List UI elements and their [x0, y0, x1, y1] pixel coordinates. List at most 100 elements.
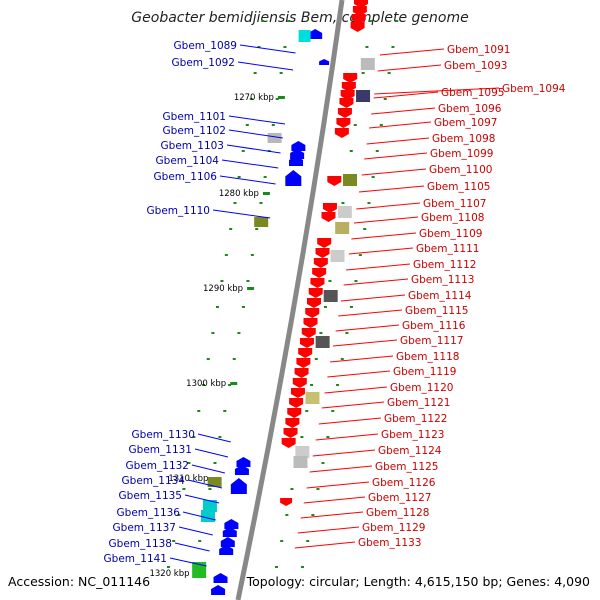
- leader-line: [340, 294, 406, 302]
- ring-dot: [172, 540, 176, 542]
- ring-dot: [319, 332, 323, 334]
- leader-line: [335, 324, 400, 332]
- ring-dot: [305, 410, 309, 412]
- ring-dot: [274, 566, 278, 568]
- gene-box: [335, 222, 350, 234]
- ring-dot: [229, 228, 233, 230]
- gene-label-right: Gbem_1117: [400, 335, 463, 347]
- reverse-gene-arrow: [351, 14, 366, 24]
- ring-dot: [316, 488, 320, 490]
- label-leaders: [169, 44, 500, 567]
- scale-tick-label: 1280 kbp: [219, 189, 259, 199]
- leader-line: [221, 159, 279, 169]
- ring-dot: [213, 462, 217, 464]
- forward-gene-arrow: [213, 573, 228, 583]
- leader-line: [219, 175, 276, 185]
- ring-dot: [310, 384, 314, 386]
- reverse-gene-arrow: [317, 238, 332, 248]
- ring-dot: [375, 150, 379, 152]
- ring-dot: [365, 46, 369, 48]
- reverse-gene-arrow: [281, 438, 296, 448]
- reverse-gene-arrow: [341, 82, 356, 92]
- gene-label-left: Gbem_1104: [156, 155, 220, 167]
- ring-dot: [215, 306, 219, 308]
- ring-dot: [300, 566, 304, 568]
- leader-line: [327, 370, 391, 378]
- leader-line: [374, 87, 500, 95]
- ring-dot: [220, 280, 224, 282]
- reverse-gene-arrow: [305, 308, 320, 318]
- ring-dot: [290, 488, 294, 490]
- reverse-gene-arrow: [299, 338, 314, 348]
- ring-dot: [237, 176, 241, 178]
- reverse-gene-arrow: [334, 128, 349, 138]
- gene-label-right: Gbem_1109: [419, 228, 482, 240]
- gene-box: [356, 90, 371, 102]
- ring-dot: [245, 124, 249, 126]
- gene-label-left: Gbem_1131: [129, 444, 192, 456]
- ring-dot: [300, 436, 304, 438]
- forward-gene-arrow: [220, 537, 235, 547]
- gene-label-left: Gbem_1141: [104, 553, 167, 565]
- gene-label-right: Gbem_1123: [381, 429, 444, 441]
- ring-dot: [250, 254, 254, 256]
- leader-line: [379, 48, 445, 56]
- forward-gene-arrow: [236, 457, 251, 467]
- reverse-gene-arrow: [289, 398, 304, 408]
- ring-dot: [353, 124, 357, 126]
- gene-box: [343, 174, 357, 186]
- gene-box: [330, 250, 345, 262]
- forward-gene-arrow: [219, 545, 234, 555]
- gene-box: [207, 477, 222, 487]
- gene-label-left: Gbem_1132: [126, 460, 189, 472]
- ring-dot: [358, 254, 362, 256]
- reverse-gene-arrow: [290, 388, 305, 398]
- ring-dot: [349, 306, 353, 308]
- ring-dot: [275, 98, 279, 100]
- gene-label-left: Gbem_1135: [119, 490, 182, 502]
- leader-line: [346, 263, 411, 271]
- gene-label-right: Gbem_1093: [444, 60, 507, 72]
- ring-dot: [379, 124, 383, 126]
- ring-dot: [349, 150, 353, 152]
- gene-box: [267, 133, 282, 143]
- gene-label-left: Gbem_1110: [147, 205, 210, 217]
- leader-line: [228, 115, 286, 125]
- forward-gene-arrow: [234, 465, 249, 475]
- leader-line: [338, 309, 403, 317]
- ring-dot: [211, 332, 215, 334]
- accession-text: Accession: NC_011146: [8, 574, 150, 589]
- gene-label-right: Gbem_1108: [421, 212, 484, 224]
- ring-dot: [323, 306, 327, 308]
- gene-label-left: Gbem_1106: [154, 171, 218, 183]
- leader-line: [294, 541, 356, 549]
- gene-box: [295, 446, 310, 458]
- ring-dot: [249, 98, 253, 100]
- reverse-gene-arrow: [283, 428, 298, 438]
- gene-label-right: Gbem_1097: [434, 117, 497, 129]
- forward-gene-arrow: [319, 59, 330, 65]
- forward-gene-arrow: [290, 149, 305, 159]
- gene-label-left: Gbem_1137: [113, 522, 176, 534]
- ring-dot: [255, 228, 259, 230]
- gene-label-right: Gbem_1100: [429, 164, 492, 176]
- scale-tick-mark: [247, 287, 255, 290]
- ring-dot: [341, 202, 345, 204]
- ring-dot: [208, 488, 212, 490]
- gene-label-right: Gbem_1127: [368, 492, 431, 504]
- leader-line: [315, 433, 379, 441]
- reverse-gene-arrow: [336, 118, 351, 128]
- leader-line: [373, 91, 439, 99]
- leader-line: [191, 464, 226, 474]
- leader-line: [332, 339, 398, 347]
- leader-line: [369, 121, 432, 129]
- ring-dot: [166, 566, 170, 568]
- ring-dot: [391, 46, 395, 48]
- ring-dot: [387, 72, 391, 74]
- ring-dot: [371, 176, 375, 178]
- ring-dot: [261, 20, 265, 22]
- ring-dot: [253, 72, 257, 74]
- ring-dot: [336, 384, 340, 386]
- scale-tick-mark: [262, 192, 270, 195]
- gene-box: [202, 500, 217, 512]
